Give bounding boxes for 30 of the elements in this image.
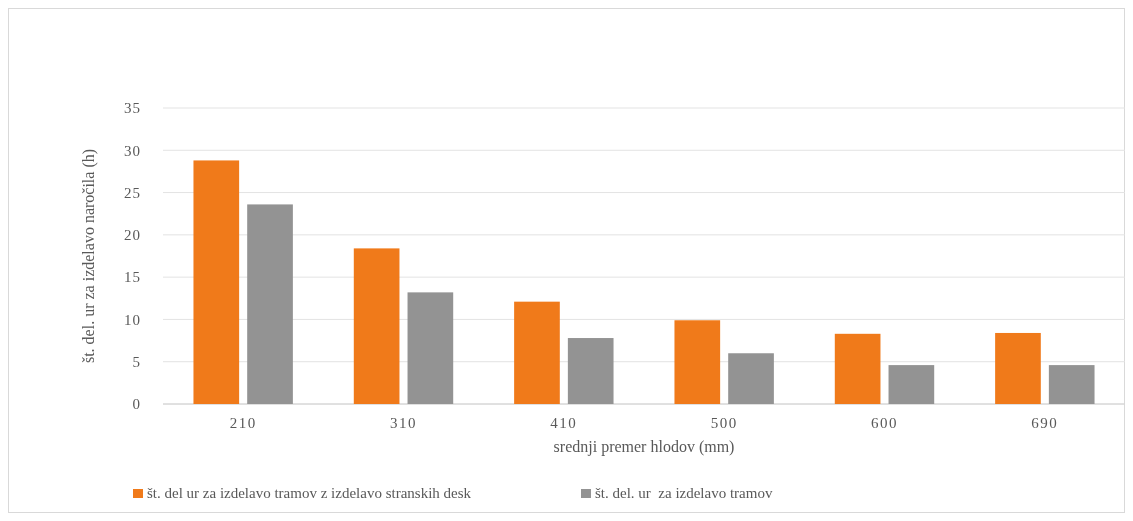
bar (995, 332, 1041, 404)
y-tick-label: 20 (124, 227, 141, 244)
x-tick-label: 210 (229, 415, 257, 431)
y-tick-label: 15 (124, 269, 141, 286)
y-tick-label: 0 (132, 396, 141, 413)
legend-label: št. del. ur za izdelavo tramov (595, 484, 773, 501)
bar (247, 204, 293, 404)
x-tick-label: 500 (710, 415, 738, 431)
bar (674, 320, 721, 404)
bar (193, 160, 240, 404)
bar (514, 301, 560, 404)
bar (567, 338, 614, 404)
y-tick-label: 30 (124, 142, 141, 159)
bar (1048, 365, 1095, 404)
y-tick-label: 35 (124, 100, 141, 117)
x-tick-label: 690 (1031, 415, 1059, 431)
bar (728, 353, 774, 404)
y-tick-label: 5 (132, 353, 141, 370)
bar (353, 248, 400, 404)
x-tick-label: 600 (871, 415, 898, 431)
bar (407, 292, 454, 404)
x-axis-title: srednji premer hlodov (mm) (553, 438, 735, 456)
x-tick-label: 310 (390, 415, 417, 431)
y-tick-label: 10 (124, 311, 141, 328)
legend-label: št. del ur za izdelavo tramov z izdelavo stranskih desk (147, 484, 472, 501)
bar (888, 365, 935, 404)
bar (834, 333, 881, 404)
y-axis-title: št. del. ur za izdelavo naročila (h) (80, 148, 98, 364)
x-tick-label: 410 (550, 415, 578, 431)
y-tick-label: 25 (124, 184, 141, 201)
